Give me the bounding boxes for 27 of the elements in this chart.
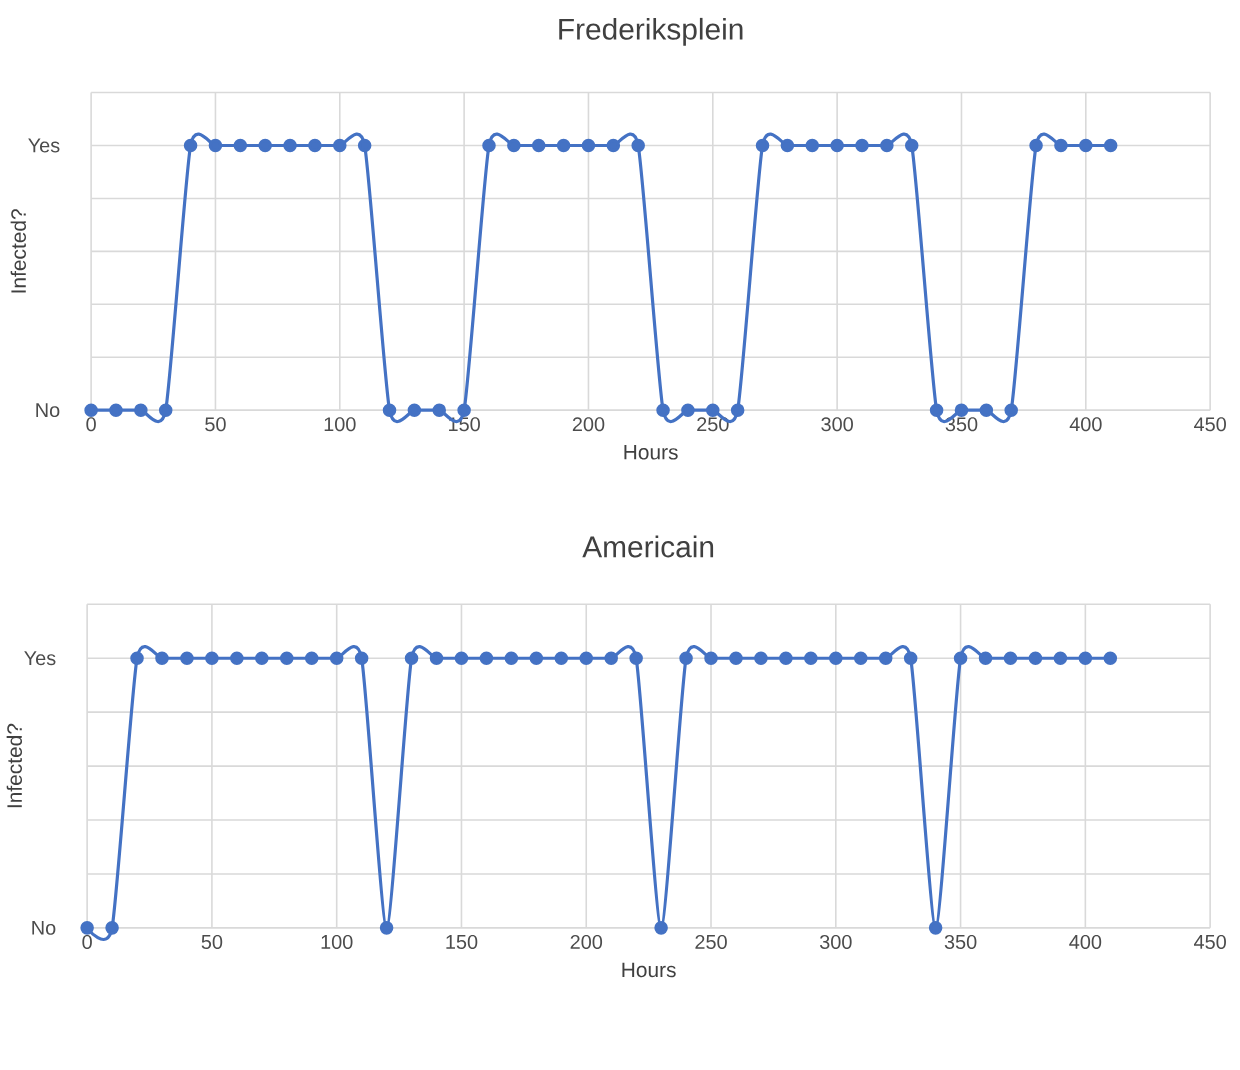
x-tick-label: 300: [819, 934, 852, 949]
x-tick-label: 450: [1194, 417, 1226, 432]
x-tick-label: 300: [821, 417, 853, 432]
text: No: [32, 920, 56, 935]
text: Yes: [28, 138, 60, 153]
x-tick-label: 400: [1069, 934, 1102, 949]
x-tick-label: 50: [205, 417, 226, 432]
x-tick-label: 200: [572, 417, 605, 432]
x-tick-label: 0: [86, 417, 96, 432]
text: Yes: [24, 651, 56, 666]
x-axis-title: Hours: [622, 962, 676, 978]
y-axis-title: Infected?: [10, 209, 26, 293]
x-tick-label: 100: [321, 934, 353, 949]
x-tick-label: 450: [1194, 934, 1226, 949]
x-tick-label: 200: [570, 934, 603, 949]
chart-title: Frederiksplein: [559, 17, 743, 46]
text: No: [36, 403, 60, 417]
x-tick-label: 0: [82, 934, 92, 949]
x-tick-label: 250: [695, 934, 727, 949]
y-axis-title: Infected?: [6, 723, 23, 808]
x-tick-label: 350: [944, 934, 977, 949]
x-tick-label: 150: [446, 934, 478, 949]
x-tick-label: 100: [324, 417, 356, 432]
x-axis-title: Hours: [624, 444, 678, 460]
chart-title: Americain: [582, 535, 714, 558]
x-tick-label: 400: [1069, 417, 1102, 432]
x-tick-label: 50: [201, 934, 223, 949]
